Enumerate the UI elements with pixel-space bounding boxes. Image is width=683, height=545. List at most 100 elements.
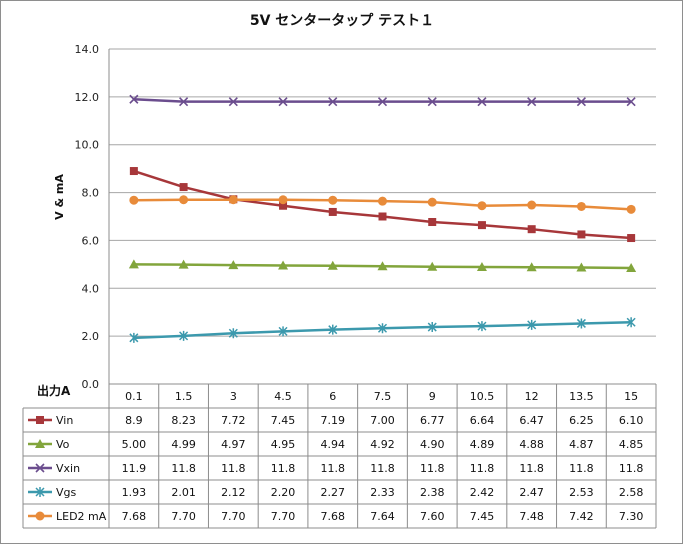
data-point-circle <box>228 195 238 205</box>
legend-label: Vgs <box>56 486 77 499</box>
data-label: 7.68 <box>321 510 346 523</box>
x-tick-label: 6 <box>329 390 336 403</box>
data-point-star <box>228 328 238 339</box>
data-point-x <box>576 97 586 107</box>
x-tick-label: 12 <box>525 390 539 403</box>
data-point-square <box>279 201 288 210</box>
data-label: 6.47 <box>519 414 544 427</box>
data-label: 2.20 <box>271 486 296 499</box>
x-tick-label: 4.5 <box>274 390 292 403</box>
data-label: 8.23 <box>171 414 196 427</box>
data-point-x <box>377 97 388 107</box>
data-label: 11.8 <box>171 462 196 475</box>
data-point-square <box>179 183 188 192</box>
y-tick-label: 6.0 <box>82 234 100 247</box>
data-label: 7.68 <box>122 510 147 523</box>
legend-label: Vo <box>56 438 70 451</box>
data-label: 6.77 <box>420 414 445 427</box>
data-label: 7.19 <box>321 414 346 427</box>
y-tick-label: 8.0 <box>82 187 100 200</box>
data-point-star <box>35 487 45 497</box>
data-point-triangle <box>476 261 487 271</box>
data-label: 11.8 <box>271 462 296 475</box>
data-point-star <box>179 330 189 341</box>
data-label: 2.01 <box>171 486 196 499</box>
data-point-triangle <box>526 262 537 272</box>
data-point-star <box>427 322 437 333</box>
data-point-x <box>278 97 288 107</box>
data-label: 2.42 <box>470 486 495 499</box>
data-point-circle <box>328 195 338 205</box>
data-point-triangle <box>327 260 338 270</box>
data-point-square <box>428 218 437 227</box>
data-label: 7.42 <box>569 510 594 523</box>
data-label: 4.95 <box>271 438 296 451</box>
data-label: 2.47 <box>519 486 544 499</box>
y-axis-title: V & mA <box>53 174 66 220</box>
data-point-square <box>577 230 586 239</box>
data-point-circle <box>427 197 437 207</box>
data-label: 8.9 <box>125 414 143 427</box>
data-label: 11.8 <box>221 462 246 475</box>
data-point-circle <box>35 511 45 521</box>
data-label: 11.8 <box>519 462 544 475</box>
data-point-square <box>129 167 138 176</box>
data-point-triangle <box>35 439 45 448</box>
data-point-square <box>378 212 387 221</box>
data-point-x <box>129 94 139 104</box>
data-point-star <box>278 326 288 337</box>
y-tick-label: 0.0 <box>82 378 100 391</box>
data-label: 1.93 <box>122 486 147 499</box>
data-label: 4.88 <box>519 438 544 451</box>
y-tick-label: 12.0 <box>75 91 100 104</box>
data-label: 11.8 <box>569 462 594 475</box>
data-point-star <box>576 318 586 329</box>
data-point-star <box>626 317 636 328</box>
data-label: 11.8 <box>321 462 346 475</box>
legend-label: Vin <box>56 414 73 427</box>
y-tick-label: 14.0 <box>75 43 100 56</box>
legend-label: Vxin <box>56 462 80 475</box>
data-point-circle <box>378 196 387 206</box>
data-point-triangle <box>626 262 637 272</box>
data-label: 4.97 <box>221 438 246 451</box>
data-point-square <box>36 416 44 424</box>
x-tick-label: 13.5 <box>569 390 594 403</box>
data-point-star <box>477 321 487 332</box>
data-point-circle <box>278 195 288 205</box>
data-label: 2.53 <box>569 486 594 499</box>
x-tick-label: 9 <box>429 390 436 403</box>
data-label: 7.64 <box>370 510 395 523</box>
data-label: 2.12 <box>221 486 246 499</box>
data-point-star <box>328 324 338 335</box>
x-tick-label: 10.5 <box>470 390 495 403</box>
data-label: 4.85 <box>619 438 644 451</box>
data-point-x <box>527 97 537 107</box>
data-point-x <box>228 97 238 107</box>
data-point-x <box>179 97 189 107</box>
chart-title: 5V センタータップ テスト１ <box>250 13 434 29</box>
data-label: 4.87 <box>569 438 594 451</box>
y-tick-label: 10.0 <box>75 139 100 152</box>
data-point-circle <box>477 201 487 211</box>
x-tick-label: 3 <box>230 390 237 403</box>
data-label: 6.10 <box>619 414 644 427</box>
data-point-square <box>328 207 337 216</box>
x-tick-label: 0.1 <box>125 390 143 403</box>
data-label: 2.38 <box>420 486 445 499</box>
data-label: 7.30 <box>619 510 644 523</box>
data-point-triangle <box>128 259 139 269</box>
data-label: 4.94 <box>321 438 346 451</box>
x-axis-title: 出力A <box>37 383 71 398</box>
data-point-circle <box>179 195 189 205</box>
data-label: 7.72 <box>221 414 246 427</box>
data-point-triangle <box>278 260 289 270</box>
data-label: 6.25 <box>569 414 594 427</box>
data-point-triangle <box>178 259 189 269</box>
data-point-circle <box>527 200 537 210</box>
data-point-star <box>527 319 537 330</box>
data-label: 11.8 <box>420 462 445 475</box>
data-point-square <box>477 221 486 230</box>
data-point-x <box>626 97 636 107</box>
